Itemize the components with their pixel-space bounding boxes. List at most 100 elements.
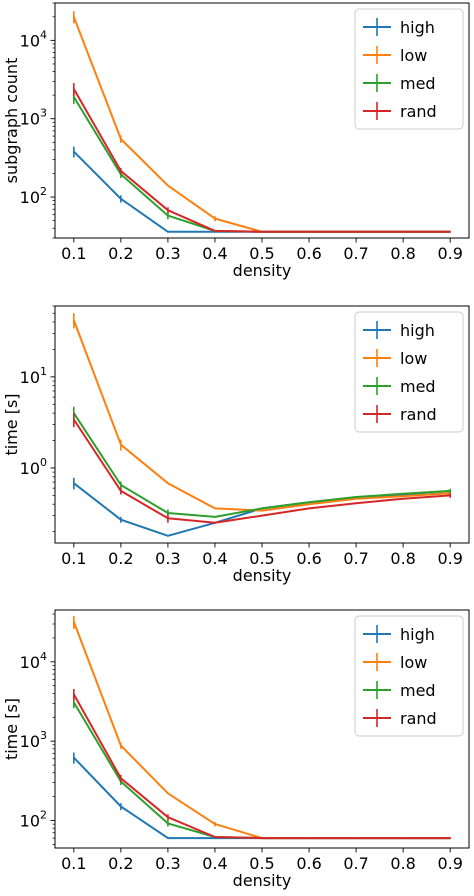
chart-panel-2: 100 101 0.1 0.2 0.3 0.4 0.5 0.6 0.7 0.8 0.9 density… [2, 305, 470, 585]
data-point-high [73, 150, 75, 153]
legend-entry-rand: rand [400, 102, 437, 121]
x-tick-label: 0.9 [437, 549, 462, 568]
data-point-low [261, 509, 263, 512]
data-point-rand [73, 693, 75, 696]
x-tick-label: 0.9 [437, 854, 462, 873]
data-point-high [167, 837, 169, 839]
data-point-rand [449, 837, 451, 839]
y-tick-label: 100 [20, 456, 47, 478]
data-point-low [73, 15, 75, 18]
data-point-low [214, 823, 216, 825]
series-rand [72, 688, 451, 840]
legend-box [354, 311, 464, 433]
x-tick-label: 0.2 [108, 244, 133, 263]
data-point-rand [167, 517, 169, 520]
legend-entry-low: low [400, 653, 427, 672]
series-line-high [73, 756, 451, 840]
data-point-rand [449, 494, 451, 497]
data-point-rand [120, 490, 122, 492]
x-tick-label: 0.1 [61, 854, 86, 873]
data-point-med [355, 496, 357, 498]
x-tick-label: 0.3 [155, 549, 180, 568]
data-point-med [167, 214, 169, 217]
data-point-med [73, 701, 75, 703]
data-point-rand [214, 836, 216, 838]
data-point-rand [261, 837, 263, 839]
data-point-low [120, 138, 122, 140]
x-tick-label: 0.6 [296, 244, 321, 263]
legend-entry-low: low [400, 46, 427, 65]
y-tick-label: 101 [20, 365, 47, 387]
x-tick-label: 0.5 [249, 854, 274, 873]
x-tick-label: 0.4 [202, 244, 227, 263]
data-point-low [214, 507, 216, 510]
legend-entry-rand: rand [400, 405, 437, 424]
data-point-low [167, 184, 169, 187]
data-point-med [402, 493, 404, 495]
x-tick-label: 0.4 [202, 549, 227, 568]
data-point-rand [308, 507, 310, 510]
series-high [73, 146, 451, 233]
data-point-rand [355, 837, 357, 839]
legend: high low med rand [354, 8, 464, 130]
x-tick-label: 0.8 [390, 244, 415, 263]
y-axis-label: time [s] [2, 698, 21, 760]
x-tick-label: 0.6 [296, 854, 321, 873]
y-tick-label: 102 [20, 808, 47, 830]
data-point-low [73, 620, 75, 623]
legend-entry-low: low [400, 349, 427, 368]
data-point-rand [402, 230, 404, 233]
data-point-rand [355, 230, 357, 233]
data-point-low [214, 217, 216, 220]
legend: high low med rand [354, 615, 464, 737]
data-point-med [214, 516, 216, 518]
data-point-rand [120, 777, 122, 780]
data-point-rand [261, 514, 263, 517]
legend-entry-high: high [400, 18, 435, 37]
series-rand [72, 83, 451, 233]
data-point-med [261, 507, 263, 510]
legend-entry-high: high [400, 625, 435, 644]
y-tick-label: 103 [20, 729, 47, 751]
x-axis-label: density [233, 566, 292, 585]
data-point-med [167, 822, 169, 825]
data-point-high [167, 230, 169, 233]
legend-entry-med: med [400, 74, 436, 93]
data-point-high [120, 518, 122, 521]
chart-panel-3: 102 103 104 0.1 0.2 0.3 0.4 0.5 0.6 0.7 0.8 0.9 dens… [2, 609, 470, 890]
plot-frame [54, 305, 470, 544]
data-point-rand [167, 209, 169, 211]
data-point-med [308, 501, 310, 504]
series-high [73, 477, 451, 537]
data-point-low [167, 792, 169, 795]
data-point-rand [73, 418, 75, 421]
data-point-low [308, 503, 310, 506]
x-tick-label: 0.7 [343, 244, 368, 263]
data-point-rand [308, 837, 310, 839]
data-point-med [449, 490, 451, 492]
legend-entry-med: med [400, 681, 436, 700]
data-point-high [73, 482, 75, 485]
legend-entry-med: med [400, 377, 436, 396]
x-tick-label: 0.1 [61, 549, 86, 568]
x-tick-label: 0.2 [108, 549, 133, 568]
plot-frame [54, 2, 470, 239]
data-point-rand [449, 230, 451, 233]
data-point-high [120, 197, 122, 200]
data-point-med [73, 96, 75, 98]
x-tick-label: 0.2 [108, 854, 133, 873]
legend-entry-rand: rand [400, 709, 437, 728]
legend-box [354, 615, 464, 737]
x-tick-label: 0.7 [343, 549, 368, 568]
data-point-med [167, 512, 169, 514]
data-point-rand [402, 497, 404, 500]
plot-frame [54, 609, 470, 849]
data-point-low [120, 744, 122, 747]
data-point-rand [167, 816, 169, 819]
x-tick-label: 0.5 [249, 549, 274, 568]
x-tick-label: 0.5 [249, 244, 274, 263]
y-axis-label: time [s] [2, 393, 21, 455]
x-tick-label: 0.8 [390, 854, 415, 873]
